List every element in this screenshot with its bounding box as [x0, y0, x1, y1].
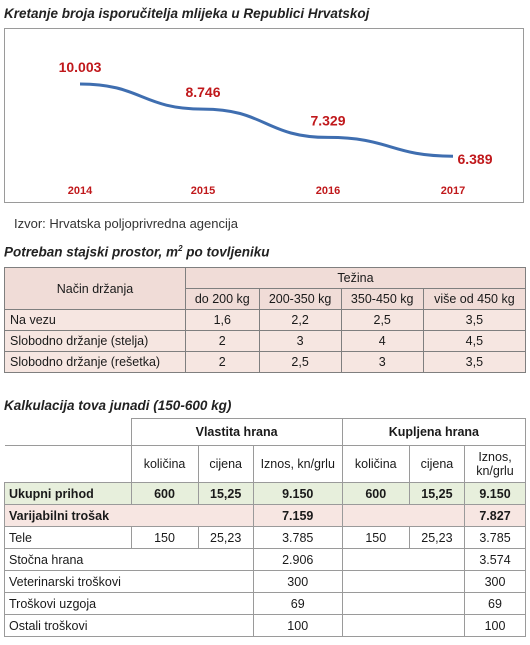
group-vlastita-hrana: Vlastita hrana	[130, 418, 343, 446]
cell: 3.785	[464, 526, 526, 549]
cell: 3	[258, 330, 342, 352]
table-row: Slobodno držanje (rešetka) 2 2,5 3 3,5	[4, 351, 527, 373]
table-row: Slobodno držanje (stelja) 2 3 4 4,5	[4, 330, 527, 352]
table-row: Troškovi uzgoja 69 69	[4, 592, 526, 615]
space-title-sup: 2	[178, 244, 183, 253]
cell: 2.906	[252, 548, 343, 571]
col-header: količina	[341, 445, 410, 483]
x-tick-label: 2015	[191, 185, 215, 197]
row-label: Tele	[4, 526, 132, 549]
table-row: Ostali troškovi 100 100	[4, 614, 526, 637]
space-table-title: Potreban stajski prostor, m2 po tovljeni…	[4, 244, 270, 260]
cell: 2	[185, 351, 260, 373]
row-label: Slobodno držanje (rešetka)	[4, 351, 186, 373]
cell: 25,23	[408, 526, 466, 549]
col-header: Iznos, kn/grlu	[464, 445, 526, 483]
chart-title: Kretanje broja isporučitelja mlijeka u R…	[4, 6, 370, 21]
table-row: Stočna hrana 2.906 3.574	[4, 548, 526, 571]
space-title-main: Potreban stajski prostor, m	[4, 244, 179, 260]
table-row: Varijabilni trošak 7.159 7.827	[4, 504, 526, 527]
x-tick-label: 2014	[68, 185, 93, 197]
table-row: Veterinarski troškovi 300 300	[4, 570, 526, 593]
cell: 3,5	[422, 351, 527, 373]
empty-corner	[4, 445, 132, 483]
space-title-tail: po tovljeniku	[182, 244, 270, 260]
cell	[341, 570, 466, 593]
cell: 3.785	[252, 526, 343, 549]
cell: 2,5	[258, 351, 342, 373]
col-header: 200-350 kg	[258, 288, 342, 310]
cell: 69	[464, 592, 526, 615]
header-nacin-drzanja: Način držanja	[4, 267, 186, 310]
x-tick-label: 2017	[441, 185, 465, 197]
cell: 300	[252, 570, 343, 593]
cell: 69	[252, 592, 343, 615]
cell	[341, 504, 466, 527]
row-label: Slobodno držanje (stelja)	[4, 330, 186, 352]
cell: 15,25	[197, 482, 254, 505]
cell: 25,23	[197, 526, 254, 549]
cell: 100	[252, 614, 343, 637]
cell: 7.159	[252, 504, 343, 527]
cell: 150	[130, 526, 199, 549]
cell: 150	[341, 526, 410, 549]
cell: 3,5	[422, 309, 527, 331]
row-label: Stočna hrana	[4, 548, 254, 571]
line-chart: 10.003 2014 8.746 2015 7.329 2016 6.389 2017	[4, 28, 524, 203]
empty-corner	[4, 418, 132, 446]
table-row: Na vezu 1,6 2,2 2,5 3,5	[4, 309, 527, 331]
table-row: Ukupni prihod 600 15,25 9.150 600 15,25 …	[4, 482, 526, 505]
col-header: 350-450 kg	[340, 288, 424, 310]
row-label: Troškovi uzgoja	[4, 592, 254, 615]
cell: 300	[464, 570, 526, 593]
data-label: 8.746	[185, 84, 220, 100]
calc-table-title: Kalkulacija tova junadi (150-600 kg)	[4, 398, 232, 413]
cell: 4	[340, 330, 424, 352]
x-tick-label: 2016	[316, 185, 340, 197]
col-header: Iznos, kn/grlu	[252, 445, 343, 483]
cell	[341, 614, 466, 637]
source-note: Izvor: Hrvatska poljoprivredna agencija	[14, 216, 238, 231]
col-header: više od 450 kg	[422, 288, 527, 310]
cell	[341, 592, 466, 615]
col-header: cijena	[197, 445, 254, 483]
cell: 2,5	[340, 309, 424, 331]
cell: 100	[464, 614, 526, 637]
cell	[341, 548, 466, 571]
cell: 7.827	[464, 504, 526, 527]
cell: 2	[185, 330, 260, 352]
cell: 15,25	[408, 482, 466, 505]
cell: 600	[130, 482, 199, 505]
space-table: Način držanja Težina do 200 kg 200-350 k…	[4, 267, 527, 373]
row-label: Ukupni prihod	[4, 482, 132, 505]
header-tezina: Težina	[185, 267, 526, 289]
cell: 2,2	[258, 309, 342, 331]
col-header: količina	[130, 445, 199, 483]
cell: 9.150	[464, 482, 526, 505]
data-label: 10.003	[59, 59, 102, 75]
col-header: do 200 kg	[185, 288, 260, 310]
chart-canvas: 10.003 2014 8.746 2015 7.329 2016 6.389 2017	[59, 59, 493, 197]
row-label: Na vezu	[4, 309, 186, 331]
cell: 3	[340, 351, 424, 373]
cell: 4,5	[422, 330, 527, 352]
table-row: Tele 150 25,23 3.785 150 25,23 3.785	[4, 526, 526, 549]
calc-table: Vlastita hrana Kupljena hrana količina c…	[4, 418, 527, 637]
row-label: Veterinarski troškovi	[4, 570, 254, 593]
cell: 1,6	[185, 309, 260, 331]
cell: 9.150	[252, 482, 343, 505]
row-label: Ostali troškovi	[4, 614, 254, 637]
cell: 600	[341, 482, 410, 505]
cell: 3.574	[464, 548, 526, 571]
group-kupljena-hrana: Kupljena hrana	[341, 418, 527, 446]
series-line	[79, 82, 454, 158]
col-header: cijena	[408, 445, 466, 483]
row-label: Varijabilni trošak	[4, 504, 254, 527]
data-label: 7.329	[310, 112, 345, 128]
data-label: 6.389	[457, 151, 492, 167]
